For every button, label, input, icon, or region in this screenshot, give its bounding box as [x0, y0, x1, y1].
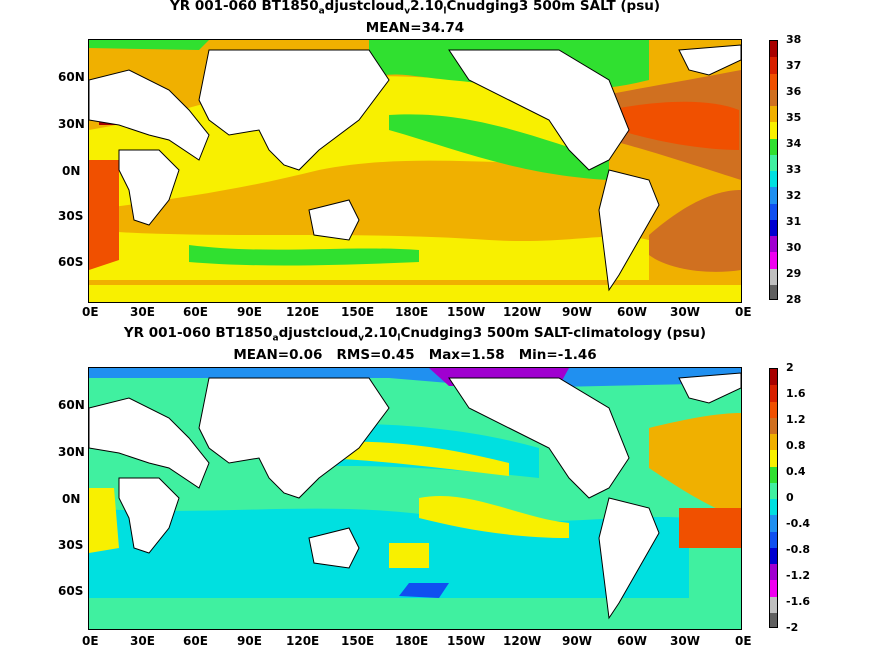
lon-label: 60W [617, 634, 647, 648]
lat-label: 30S [58, 538, 84, 552]
colorbar-label: 2 [786, 361, 794, 374]
lon-label: 120W [503, 305, 542, 319]
colorbar-label: 0.4 [786, 465, 806, 478]
lat-label: 30N [58, 445, 85, 459]
colorbar-label: -2 [786, 621, 799, 634]
panel2-map [88, 367, 742, 630]
lon-label: 60E [183, 305, 208, 319]
lon-label: 150W [447, 305, 486, 319]
colorbar-label: 0 [786, 491, 794, 504]
lon-label: 90E [237, 634, 262, 648]
lon-label: 120W [503, 634, 542, 648]
lon-label: 60W [617, 305, 647, 319]
colorbar-label: -0.4 [786, 517, 811, 530]
lon-label: 90E [237, 305, 262, 319]
lon-label: 150W [447, 634, 486, 648]
colorbar-label: 1.6 [786, 387, 806, 400]
colorbar-label: 1.2 [786, 413, 806, 426]
lat-label: 0N [62, 492, 81, 506]
lon-label: 0E [735, 305, 752, 319]
lat-label: 60S [58, 255, 84, 269]
colorbar-label: 38 [786, 33, 802, 46]
panel2-stats: MEAN=0.06 RMS=0.45 Max=1.58 Min=-1.46 [233, 347, 597, 363]
lat-label: 30S [58, 209, 84, 223]
lat-label: 60N [58, 398, 85, 412]
panel2-colorbar [769, 368, 778, 628]
lon-label: 90W [562, 634, 592, 648]
colorbar-label: 33 [786, 163, 802, 176]
panel1-title: YR 001-060 BT1850adjustcloudv2.10lCnudgi… [169, 0, 661, 17]
lon-label: 150E [341, 634, 375, 648]
lat-label: 30N [58, 117, 85, 131]
lon-label: 120E [286, 634, 320, 648]
panel1-map [88, 39, 742, 303]
colorbar-label: 0.8 [786, 439, 806, 452]
colorbar-label: 37 [786, 59, 802, 72]
lon-label: 0E [735, 634, 752, 648]
lon-label: 30E [130, 634, 155, 648]
lat-label: 60S [58, 584, 84, 598]
colorbar-label: 36 [786, 85, 802, 98]
salt-anomaly-map [89, 368, 741, 629]
panel1-colorbar [769, 40, 778, 300]
colorbar-label: 28 [786, 293, 802, 306]
panel2-title: YR 001-060 BT1850adjustcloudv2.10lCnudgi… [123, 325, 707, 344]
colorbar-label: 31 [786, 215, 802, 228]
colorbar-label: -1.6 [786, 595, 811, 608]
lon-label: 30E [130, 305, 155, 319]
salt-field-map [89, 40, 741, 302]
lon-label: 30W [670, 634, 700, 648]
lon-label: 30W [670, 305, 700, 319]
lon-label: 0E [82, 634, 99, 648]
lon-label: 0E [82, 305, 99, 319]
lon-label: 150E [341, 305, 375, 319]
colorbar-label: -1.2 [786, 569, 811, 582]
colorbar-label: 32 [786, 189, 802, 202]
lat-label: 60N [58, 70, 85, 84]
lon-label: 90W [562, 305, 592, 319]
colorbar-label: -0.8 [786, 543, 811, 556]
colorbar-label: 34 [786, 137, 802, 150]
lon-label: 180E [395, 305, 429, 319]
lat-label: 0N [62, 164, 81, 178]
colorbar-label: 30 [786, 241, 802, 254]
colorbar-label: 29 [786, 267, 802, 280]
lon-label: 180E [395, 634, 429, 648]
panel1-stats: MEAN=34.74 [365, 20, 465, 36]
lon-label: 120E [286, 305, 320, 319]
colorbar-label: 35 [786, 111, 802, 124]
lon-label: 60E [183, 634, 208, 648]
